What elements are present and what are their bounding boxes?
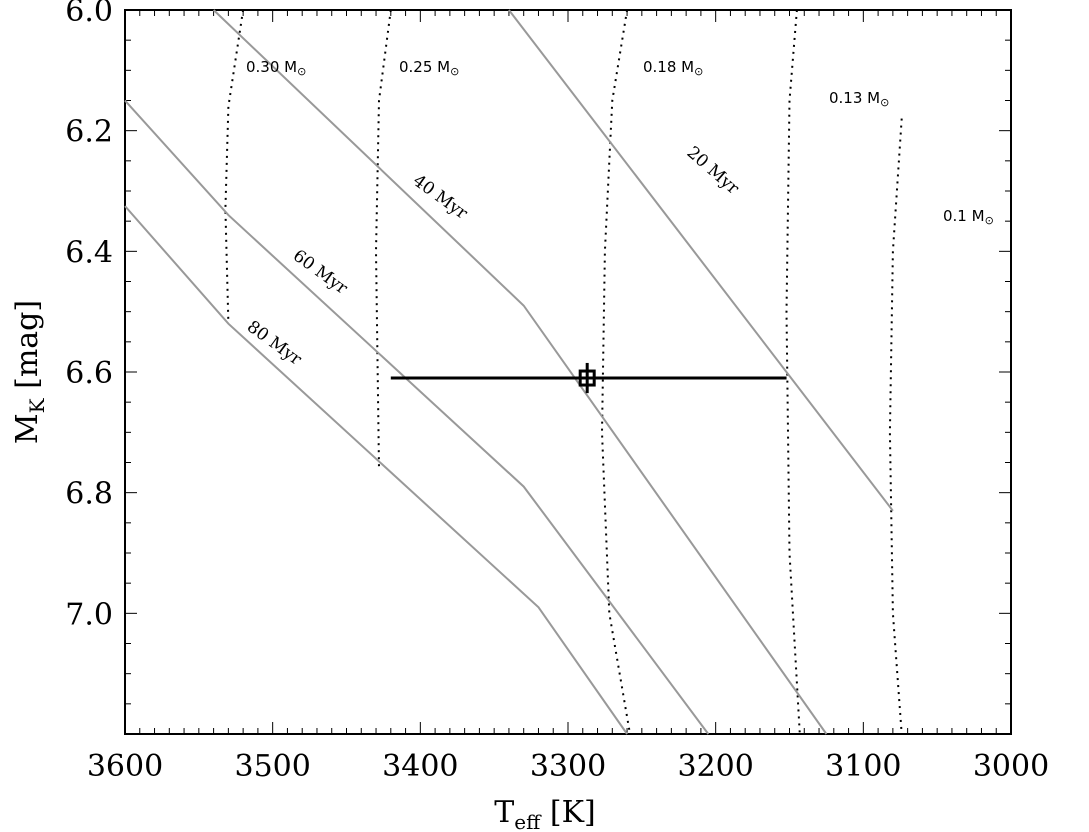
isochrone-label-40: 40 Myr — [409, 171, 472, 224]
x-tick-label: 3600 — [87, 749, 163, 784]
sun-symbol: ⊙ — [450, 65, 459, 78]
y-tick-label: 7.0 — [65, 597, 113, 632]
y-tick-label: 6.8 — [65, 477, 113, 512]
x-tick-label: 3500 — [234, 749, 310, 784]
y-tick-label: 6.6 — [65, 356, 113, 391]
sun-symbol: ⊙ — [694, 65, 703, 78]
x-tick-label: 3400 — [382, 749, 458, 784]
mass-label-018: 0.18 M⊙ — [643, 58, 703, 78]
data-point — [390, 362, 787, 394]
mass-label-018-text: 0.18 M — [643, 58, 694, 76]
isochrone-label-20: 20 Myr — [683, 143, 744, 199]
x-axis-title: Teff [K] — [494, 795, 595, 832]
mass-label-013-text: 0.13 M — [829, 89, 880, 107]
isochrone-line — [124, 99, 710, 735]
mass-label-01: 0.1 M⊙ — [943, 207, 994, 227]
mass-track-line — [600, 9, 631, 735]
plot-frame — [124, 9, 1012, 735]
x-tick-label: 3300 — [530, 749, 606, 784]
y-axis-title-sub: K — [25, 397, 49, 413]
isochrone-label-80: 80 Myr — [243, 317, 306, 370]
y-axis-title: MK [mag] — [10, 300, 49, 444]
mass-label-025-text: 0.25 M — [399, 58, 450, 76]
mass-track-line — [888, 118, 903, 735]
mass-track-line — [785, 9, 801, 735]
x-tick-label: 3100 — [825, 749, 901, 784]
isochrone-label-60: 60 Myr — [289, 246, 352, 299]
sun-symbol: ⊙ — [297, 65, 306, 78]
x-tick-labels: 3600 3500 3400 3300 3200 3100 3000 — [87, 749, 1049, 784]
mass-label-025: 0.25 M⊙ — [399, 58, 459, 78]
mass-track-line — [374, 9, 392, 469]
mass-track-line — [224, 9, 245, 324]
y-tick-label: 6.2 — [65, 115, 113, 150]
mass-label-030-text: 0.30 M — [246, 58, 297, 76]
y-axis-title-unit: [mag] — [10, 300, 45, 398]
x-axis-title-unit: [K] — [540, 795, 595, 830]
mass-label-013: 0.13 M⊙ — [829, 89, 889, 109]
isochrones — [124, 9, 894, 735]
y-tick-label: 6.0 — [65, 0, 113, 29]
mass-label-030: 0.30 M⊙ — [246, 58, 306, 78]
isochrone-line — [124, 205, 628, 735]
sun-symbol: ⊙ — [880, 96, 889, 109]
mass-label-01-text: 0.1 M — [943, 207, 985, 225]
isochrone-line — [508, 9, 894, 512]
y-tick-label: 6.4 — [65, 235, 113, 270]
data-marker — [578, 369, 596, 387]
axis-ticks — [124, 9, 1012, 735]
x-tick-label: 3200 — [677, 749, 753, 784]
mass-tracks — [224, 9, 903, 735]
sun-symbol: ⊙ — [985, 214, 994, 227]
isochrone-line — [212, 9, 828, 735]
y-axis-title-main: M — [10, 413, 45, 444]
x-axis-title-main: T — [494, 795, 514, 830]
x-axis-title-sub: eff — [514, 810, 542, 832]
x-tick-label: 3000 — [973, 749, 1049, 784]
y-tick-labels: 6.0 6.2 6.4 6.6 6.8 7.0 — [65, 0, 113, 632]
